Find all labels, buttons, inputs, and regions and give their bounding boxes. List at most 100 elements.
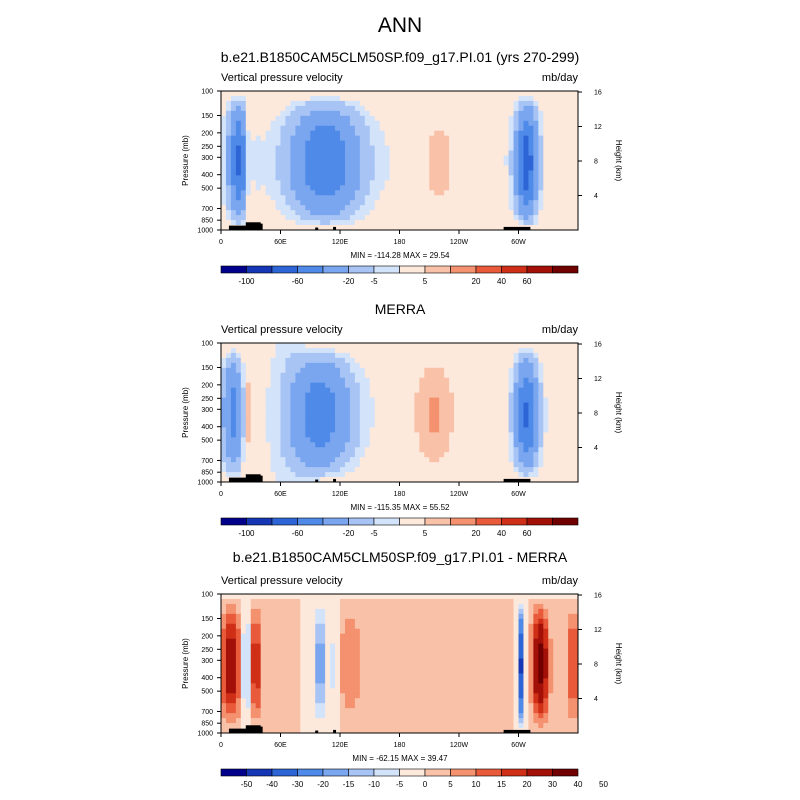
field-cell (553, 598, 559, 605)
field-cell (523, 165, 529, 171)
field-cell (389, 397, 395, 403)
field-cell (543, 150, 549, 156)
field-cell (478, 343, 485, 349)
field-cell (265, 412, 271, 418)
field-cell (558, 372, 564, 379)
field-cell (374, 220, 381, 226)
field-cell (369, 422, 376, 428)
field-cell (424, 91, 430, 97)
field-cell (369, 432, 376, 438)
field-cell (374, 598, 381, 605)
field-cell (290, 422, 296, 428)
field-cell (320, 643, 326, 649)
field-cell (414, 150, 420, 156)
field-cell (493, 643, 500, 649)
field-cell (478, 145, 485, 151)
field-cell (221, 603, 227, 610)
field-cell (404, 210, 410, 216)
field-cell (330, 402, 336, 408)
field-cell (528, 140, 534, 146)
field-cell (449, 613, 455, 620)
field-cell (454, 165, 460, 171)
field-cell (330, 185, 336, 191)
field-cell (454, 472, 460, 478)
field-cell (369, 180, 376, 186)
field-cell (553, 457, 559, 463)
field-cell (434, 402, 440, 408)
field-cell (488, 618, 495, 625)
field-cell (563, 140, 569, 146)
field-cell (434, 477, 440, 483)
field-cell (300, 130, 306, 137)
field-cell (330, 357, 336, 364)
field-cell (503, 125, 509, 132)
field-cell (439, 110, 445, 117)
colorbar-swatch (373, 517, 400, 526)
field-cell (335, 145, 341, 151)
field-cell (354, 145, 361, 151)
field-cell (300, 437, 306, 443)
field-cell (240, 452, 247, 458)
field-cell (548, 432, 554, 438)
field-cell (374, 120, 381, 127)
field-cell (280, 613, 286, 620)
field-cell (270, 100, 276, 107)
field-cell (280, 447, 286, 453)
field-cell (523, 613, 529, 620)
field-cell (359, 417, 366, 423)
field-cell (429, 402, 435, 408)
field-cell (439, 613, 445, 620)
field-cell (330, 462, 336, 468)
colorbar-swatch (501, 517, 528, 526)
field-cell (389, 377, 395, 384)
field-cell (508, 357, 514, 364)
field-cell (468, 91, 475, 97)
field-cell (473, 155, 480, 161)
field-cell (488, 623, 495, 630)
field-cell (305, 195, 311, 201)
field-cell (548, 638, 554, 645)
field-cell (508, 343, 514, 349)
field-cell (295, 618, 301, 625)
field-cell (493, 638, 500, 645)
y2-tick-label: 16 (594, 342, 602, 349)
field-cell (434, 125, 440, 132)
field-cell (533, 160, 539, 166)
field-cell (493, 210, 500, 216)
field-cell (419, 155, 425, 161)
field-cell (255, 643, 262, 649)
field-cell (354, 432, 361, 438)
field-cell (359, 135, 366, 142)
field-cell (568, 387, 574, 394)
field-cell (439, 130, 445, 137)
field-cell (315, 594, 321, 600)
field-cell (235, 633, 242, 640)
field-cell (245, 437, 252, 443)
field-cell (429, 407, 435, 413)
field-cell (349, 618, 356, 625)
field-cell (310, 387, 316, 394)
field-cell (394, 447, 400, 453)
field-cell (444, 225, 450, 231)
field-cell (235, 412, 242, 418)
field-cell (325, 467, 331, 473)
field-cell (374, 210, 381, 216)
field-cell (399, 185, 405, 191)
field-cell (558, 362, 564, 369)
field-cell (295, 462, 301, 468)
field-cell (369, 95, 376, 102)
field-cell (290, 135, 296, 142)
field-cell (290, 145, 296, 151)
field-cell (533, 155, 539, 161)
field-cell (235, 447, 242, 453)
field-cell (310, 160, 316, 166)
field-cell (518, 377, 524, 384)
field-cell (335, 140, 341, 146)
field-cell (473, 633, 480, 640)
field-cell (320, 362, 326, 369)
field-cell (563, 472, 569, 478)
field-cell (533, 618, 539, 625)
field-cell (563, 362, 569, 369)
field-cell (513, 594, 519, 600)
field-cell (459, 618, 465, 625)
